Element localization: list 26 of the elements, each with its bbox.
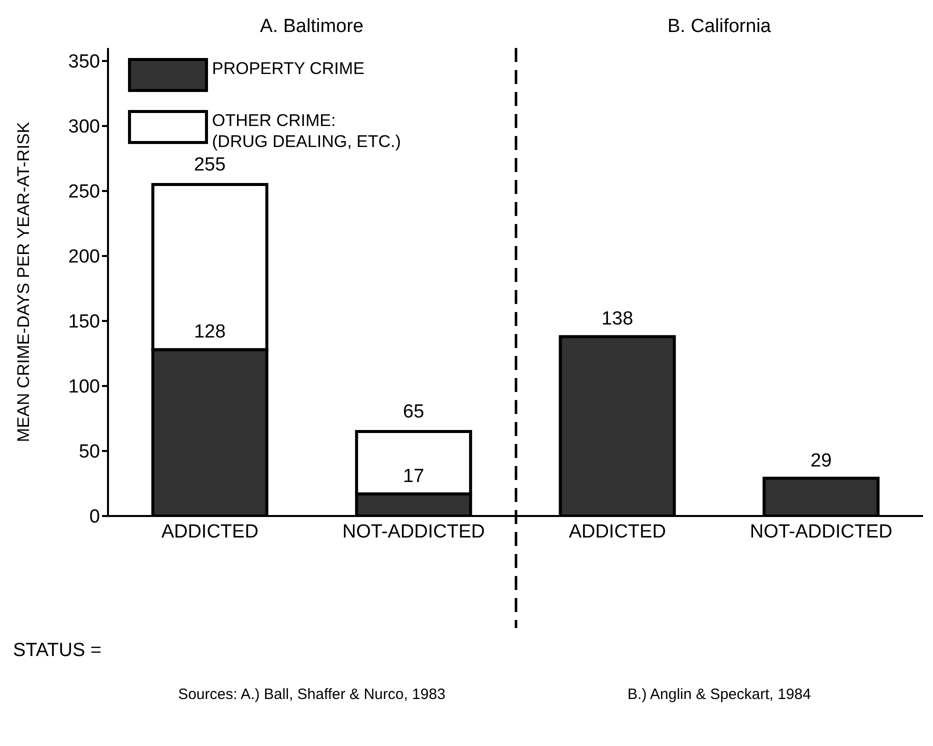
y-tick-label: 50 [78,442,100,463]
data-label: 17 [403,466,424,487]
data-label: 128 [194,322,226,343]
source-note: Sources: A.) Ball, Shaffer & Nurco, 1983 [178,686,446,703]
x-tick-label: NOT-ADDICTED [342,521,485,542]
legend-label: PROPERTY CRIME [212,58,364,79]
y-tick-label: 100 [68,376,100,398]
y-tick-label: 300 [68,116,100,138]
y-tick-label: 150 [68,312,100,333]
text: B.) Anglin & Speckart, 1984 [628,686,811,703]
x-tick-label: ADDICTED [161,521,258,542]
total-label: 65 [403,402,424,422]
data-label: 138 [601,308,634,330]
y-tick-label: 250 [68,182,100,203]
legend-label: OTHER CRIME: (DRUG DEALING, ETC.) [212,110,401,152]
y-axis-title: MEAN CRIME-DAYS PER YEAR-AT-RISK [14,121,34,442]
y-tick-label: 0 [89,506,100,528]
y-tick-label: 350 [68,52,100,73]
total-label: 255 [194,154,226,176]
x-tick-label: NOT-ADDICTED [750,521,892,542]
text: STATUS = [13,640,102,662]
x-tick-label: ADDICTED [568,521,666,542]
text: B. California [668,16,771,38]
text: A. Baltimore [260,16,364,38]
data-label: 29 [810,450,832,472]
y-tick-label: 200 [68,246,100,268]
